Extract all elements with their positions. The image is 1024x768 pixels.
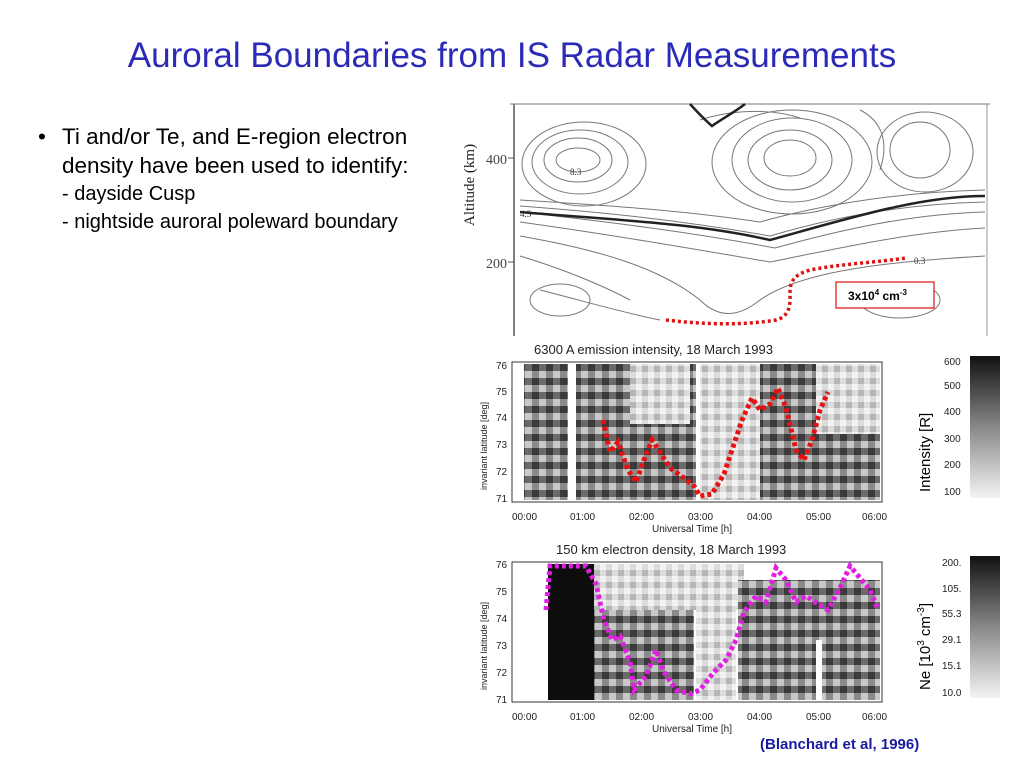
panel1-title: 6300 A emission intensity, 18 March 1993 (534, 342, 773, 357)
panel1-ytick-73: 73 (496, 440, 508, 451)
panel2-colorbar-ticks: 200. 105. 55.3 29.1 15.1 10.0 (942, 558, 962, 699)
bullet-sub-cusp: - dayside Cusp (62, 183, 196, 205)
panel1-block-4 (700, 364, 760, 500)
panel2-xtick-0400: 04:00 (747, 712, 772, 723)
panel1-xtick-0600: 06:00 (862, 512, 887, 523)
contour-label-8-3: 8.3 (570, 167, 582, 177)
bullet-item: • Ti and/or Te, and E-region electron de… (38, 122, 418, 236)
ytick-label-400: 400 (486, 153, 507, 168)
contour-thick-top (689, 103, 746, 128)
panel2-cbar-55: 55.3 (942, 609, 962, 620)
panel1-xtick-0500: 05:00 (806, 512, 831, 523)
panel1-gap (568, 364, 576, 500)
contour-label-4-3: 4.3 (520, 209, 532, 219)
panel2-gap (816, 640, 822, 700)
panel1-cbar-100: 100 (944, 487, 961, 498)
panel1-yticks: 76 75 74 73 72 71 (496, 361, 508, 505)
panel1-xtick-0200: 02:00 (629, 512, 654, 523)
contour-lines (519, 109, 986, 321)
bullet-sub-nightside: - nightside auroral poleward boundary (62, 211, 398, 233)
panel1-block-1 (524, 364, 568, 500)
panel1-cbar-500: 500 (944, 381, 961, 392)
panel2-xtick-0600: 06:00 (862, 712, 887, 723)
panel2-ytick-74: 74 (496, 614, 508, 625)
altitude-contour-panel: Altitude (km) 400 200 (462, 103, 990, 336)
panel2-xtick-0000: 00:00 (512, 712, 537, 723)
boundary-dotted-line (665, 256, 907, 326)
panel1-xticks: 00:00 01:00 02:00 03:00 04:00 05:00 06:0… (512, 512, 887, 523)
density-label-text: 3x104 cm-3 (848, 288, 908, 303)
contour-thick-line (519, 194, 986, 242)
bullet-dot: • (38, 124, 46, 149)
panel2-cbar-29: 29.1 (942, 635, 962, 646)
electron-density-panel: 150 km electron density, 18 March 1993 7… (479, 542, 1000, 735)
panel1-xtick-0300: 03:00 (688, 512, 713, 523)
panel2-ytick-76: 76 (496, 560, 508, 571)
panel1-ytick-72: 72 (496, 467, 508, 478)
panel2-xtick-0200: 02:00 (629, 712, 654, 723)
altitude-axis-label: Altitude (km) (462, 144, 478, 226)
panel1-colorbar-label: Intensity [R] (917, 413, 934, 492)
panel1-block-3 (630, 364, 690, 424)
emission-intensity-panel: 6300 A emission intensity, 18 March 1993… (479, 342, 1000, 535)
panel2-ylabel: invariant latitude [deg] (479, 602, 489, 690)
panel2-ytick-73: 73 (496, 641, 508, 652)
panel2-xtick-0300: 03:00 (688, 712, 713, 723)
slide-title: Auroral Boundaries from IS Radar Measure… (127, 36, 897, 75)
panel1-ytick-75: 75 (496, 387, 508, 398)
panel2-cbar-15: 15.1 (942, 661, 962, 672)
ytick-label-200: 200 (486, 257, 507, 272)
panel1-block-7 (816, 434, 880, 500)
panel1-block-5 (760, 364, 816, 500)
panel2-block-5 (738, 580, 828, 700)
panel1-ytick-76: 76 (496, 361, 508, 372)
panel1-ylabel: invariant latitude [deg] (479, 402, 489, 490)
panel2-cbar-105: 105. (942, 584, 961, 595)
panel2-ytick-75: 75 (496, 587, 508, 598)
panel1-cbar-200: 200 (944, 460, 961, 471)
panel1-cbar-300: 300 (944, 434, 961, 445)
panel2-xticks: 00:00 01:00 02:00 03:00 04:00 05:00 06:0… (512, 712, 887, 723)
panel1-colorbar (970, 356, 1000, 498)
panel1-cbar-600: 600 (944, 357, 961, 368)
panel2-yticks: 76 75 74 73 72 71 (496, 560, 508, 706)
panel2-colorbar-label: Ne [103 cm-3] (916, 603, 934, 690)
panel1-xlabel: Universal Time [h] (652, 524, 732, 535)
panel2-block-3 (594, 564, 744, 610)
panel1-xtick-0000: 00:00 (512, 512, 537, 523)
panel2-boundary-line (543, 561, 881, 697)
panel1-cbar-400: 400 (944, 407, 961, 418)
panel2-xtick-0500: 05:00 (806, 712, 831, 723)
panel2-ytick-71: 71 (496, 695, 508, 706)
panel1-xtick-0100: 01:00 (570, 512, 595, 523)
density-label-border (835, 281, 935, 309)
panel1-ytick-74: 74 (496, 413, 508, 424)
citation: (Blanchard et al, 1996) (760, 736, 920, 753)
panel2-title: 150 km electron density, 18 March 1993 (556, 542, 786, 557)
panel2-xtick-0100: 01:00 (570, 712, 595, 723)
bullet-list: • Ti and/or Te, and E-region electron de… (38, 122, 418, 236)
bullet-main-text: Ti and/or Te, and E-region electron dens… (62, 124, 409, 178)
panel2-block-1 (548, 564, 594, 700)
panel2-ytick-72: 72 (496, 668, 508, 679)
panel1-xtick-0400: 04:00 (747, 512, 772, 523)
panel2-colorbar (970, 556, 1000, 698)
contour-label-0-3: 0.3 (914, 256, 926, 266)
panel1-colorbar-ticks: 600 500 400 300 200 100 (944, 357, 961, 498)
panel1-ytick-71: 71 (496, 494, 508, 505)
panel2-cbar-10: 10.0 (942, 688, 962, 699)
panel2-block-2 (594, 610, 694, 700)
panel2-xlabel: Universal Time [h] (652, 724, 732, 735)
density-label-box: 3x104 cm-3 (835, 281, 935, 309)
panel1-boundary-line (600, 381, 831, 499)
panel2-cbar-200: 200. (942, 558, 961, 569)
